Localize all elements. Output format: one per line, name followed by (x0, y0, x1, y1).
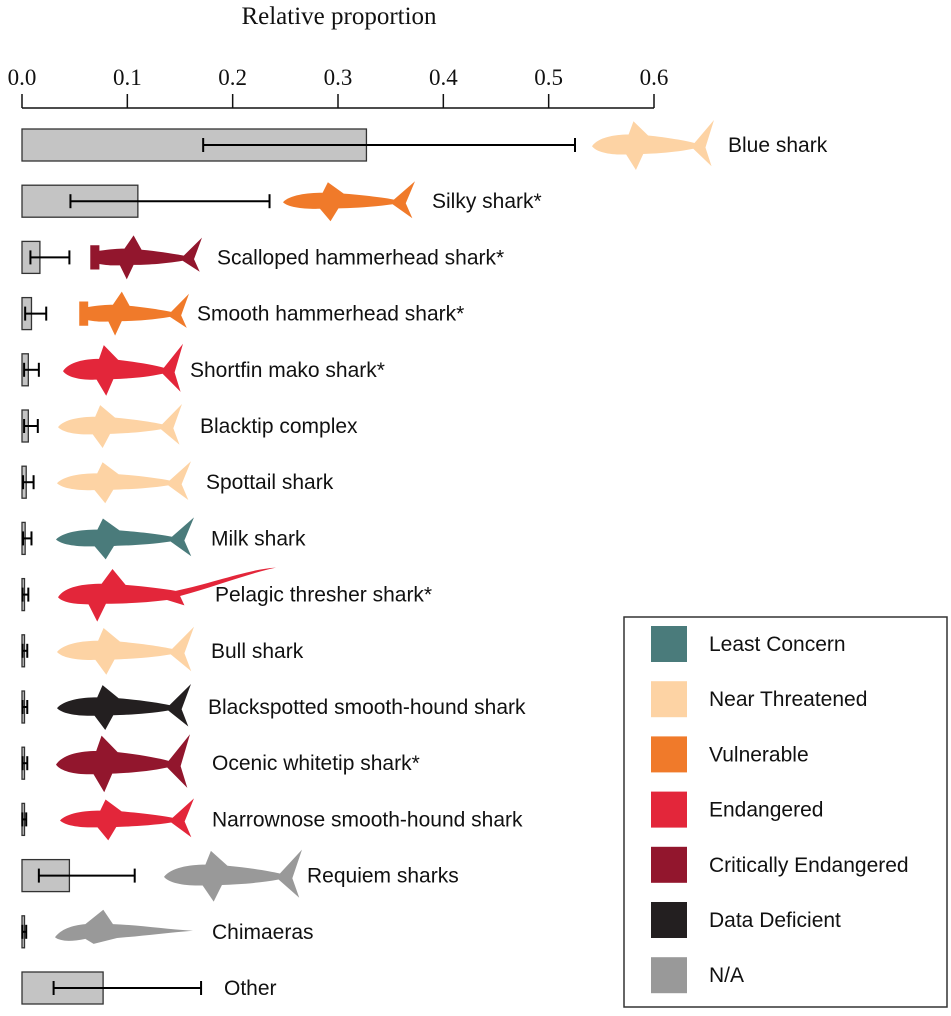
legend-label: Critically Endangered (709, 854, 909, 877)
species-label: Chimaeras (212, 921, 314, 944)
species-row: Milk shark (21, 517, 306, 560)
shark-icon (283, 181, 415, 222)
species-label: Bull shark (211, 640, 304, 663)
species-row: Pelagic thresher shark* (21, 567, 432, 622)
x-tick-label: 0.4 (429, 65, 458, 90)
legend-label: Least Concern (709, 633, 846, 656)
legend-item: N/A (651, 957, 744, 994)
species-label: Requiem sharks (307, 865, 459, 888)
species-row: Scalloped hammerhead shark* (21, 235, 504, 280)
species-row: Requiem sharks (21, 849, 459, 902)
species-row: Blackspotted smooth-hound shark (21, 684, 526, 730)
bars: Blue shark Silky shark* Scalloped hammerhe… (21, 120, 828, 1005)
legend-label: Near Threatened (709, 688, 867, 711)
species-row: Narrownose smooth-hound shark (21, 798, 523, 841)
legend-item: Data Deficient (651, 902, 841, 938)
species-row: Blacktip complex (21, 404, 358, 448)
x-tick-label: 0.3 (324, 65, 353, 90)
species-row: Spottail shark (21, 461, 334, 504)
hammerhead-shark-icon (79, 291, 189, 336)
shark-icon (56, 734, 190, 793)
axis-title: Relative proportion (241, 3, 437, 30)
legend-item: Near Threatened (651, 681, 867, 718)
legend-item: Vulnerable (651, 736, 809, 773)
species-row: Bull shark (21, 626, 304, 675)
species-label: Narrownose smooth-hound shark (212, 808, 523, 831)
species-label: Blackspotted smooth-hound shark (208, 696, 526, 719)
legend-swatch (651, 736, 687, 773)
x-tick-label: 0.5 (534, 65, 563, 90)
legend-label: Vulnerable (709, 743, 809, 766)
species-label: Shortfin mako shark* (190, 359, 385, 382)
species-row: Blue shark (21, 120, 828, 170)
species-label: Other (224, 977, 277, 1000)
species-label: Smooth hammerhead shark* (197, 303, 464, 326)
species-row: Other (21, 971, 277, 1005)
species-label: Spottail shark (206, 471, 334, 494)
legend-swatch (651, 791, 687, 828)
x-tick-label: 0.2 (218, 65, 247, 90)
hammerhead-shark-icon (90, 235, 202, 280)
legend-item: Endangered (651, 791, 823, 828)
legend-swatch (651, 902, 687, 938)
shark-icon (164, 849, 302, 902)
species-row: Ocenic whitetip shark* (21, 734, 420, 793)
legend-label: Data Deficient (709, 909, 841, 932)
shark-icon (60, 798, 194, 841)
species-label: Milk shark (211, 527, 306, 550)
species-label: Scalloped hammerhead shark* (217, 246, 504, 269)
legend-item: Least Concern (651, 626, 846, 662)
species-label: Blacktip complex (200, 415, 358, 438)
x-tick-label: 0.1 (113, 65, 142, 90)
legend-item: Critically Endangered (651, 846, 909, 883)
species-row: Chimaeras (21, 909, 314, 949)
species-row: Shortfin mako shark* (21, 343, 385, 396)
shark-icon (56, 517, 194, 560)
shark-icon (63, 343, 183, 396)
shark-icon (57, 626, 194, 675)
species-label: Blue shark (728, 134, 828, 157)
x-tick-label: 0.6 (640, 65, 669, 90)
legend-swatch (651, 846, 687, 883)
chimaera-icon (55, 909, 193, 944)
species-label: Ocenic whitetip shark* (212, 752, 420, 775)
x-axis: 0.0 0.1 0.2 0.3 0.4 0.5 0.6 (8, 65, 669, 109)
legend-label: Endangered (709, 799, 823, 822)
legend-swatch (651, 626, 687, 662)
shark-icon (57, 684, 191, 730)
legend: Least Concern Near Threatened Vulnerable En… (623, 616, 948, 1008)
species-label: Pelagic thresher shark* (215, 584, 432, 607)
species-row: Silky shark* (21, 181, 542, 222)
legend-swatch (651, 957, 687, 994)
shark-icon (57, 461, 191, 504)
legend-swatch (651, 681, 687, 718)
x-tick-label: 0.0 (8, 65, 37, 90)
shark-icon (592, 120, 714, 170)
species-label: Silky shark* (432, 190, 542, 213)
species-row: Smooth hammerhead shark* (21, 291, 464, 336)
thresher-shark-icon (58, 567, 276, 622)
legend-label: N/A (709, 964, 744, 987)
shark-icon (58, 404, 182, 448)
